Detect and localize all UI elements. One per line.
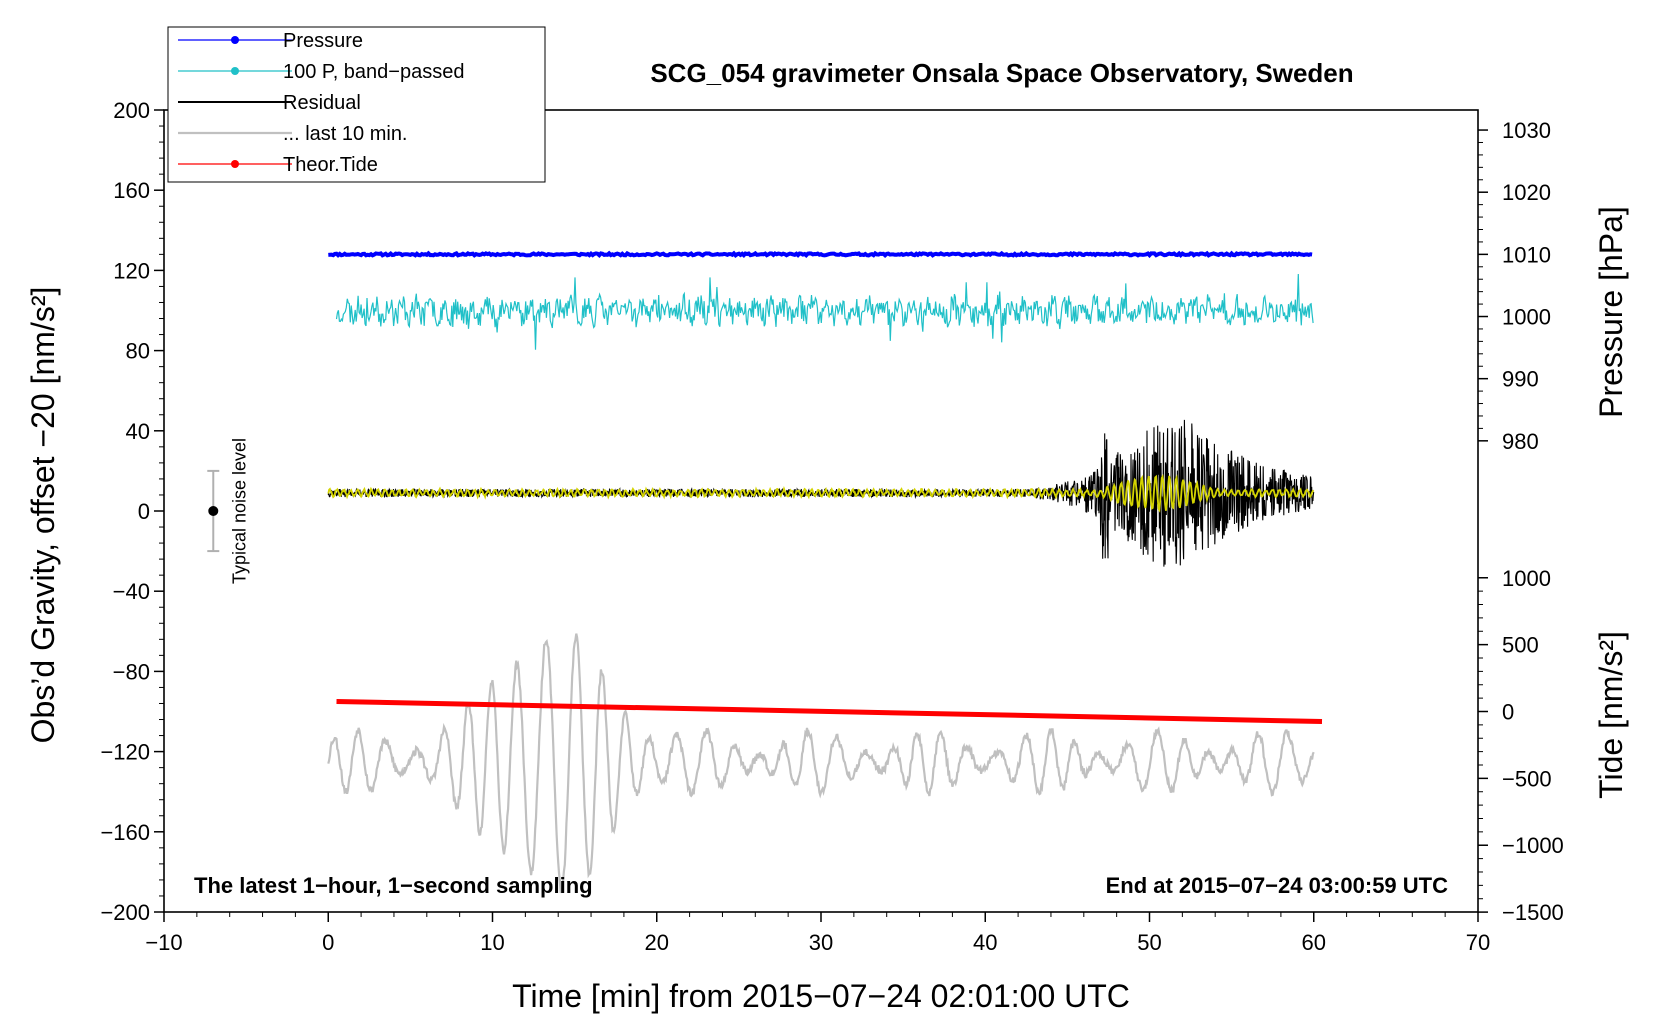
x-axis-title: Time [min] from 2015−07−24 02:01:00 UTC <box>512 978 1130 1014</box>
series-pressure <box>328 250 1313 259</box>
tide-tick-label: −500 <box>1502 766 1552 791</box>
legend-label-pressure: Pressure <box>283 30 363 52</box>
legend-entry-pressure: Pressure <box>178 30 363 52</box>
y-tick-label: −120 <box>100 740 150 765</box>
y-tick-label: 160 <box>113 178 150 203</box>
legend-box <box>167 26 546 183</box>
y-tick-label: −40 <box>113 579 150 604</box>
x-tick-label: 60 <box>1302 930 1326 955</box>
tide-tick-label: 500 <box>1502 633 1539 658</box>
y-axis-gravity-title: Obs’d Gravity, offset −20 [nm/s²] <box>25 287 61 744</box>
legend-entry-band-passed: 100 P, band−passed <box>178 61 464 83</box>
legend-entry-theor-tide: Theor.Tide <box>178 154 378 176</box>
tide-tick-label: −1500 <box>1502 900 1564 925</box>
y-tick-label: 0 <box>138 499 150 524</box>
y-tick-label: −160 <box>100 820 150 845</box>
pressure-tick-label: 1000 <box>1502 305 1551 330</box>
x-tick-label: 40 <box>973 930 997 955</box>
y-axis-tide-title: Tide [nm/s²] <box>1593 631 1629 799</box>
x-tick-label: 10 <box>480 930 504 955</box>
noise-level-marker: Typical noise level <box>207 438 249 584</box>
y-axis-tide: 1000 500 0 −500 −1000 −1500 <box>1478 566 1564 925</box>
pressure-tick-label: 1010 <box>1502 242 1551 267</box>
y-tick-label: −200 <box>100 900 150 925</box>
x-tick-label: 0 <box>322 930 334 955</box>
legend-entry-residual: Residual <box>178 92 361 114</box>
x-tick-label: 70 <box>1466 930 1490 955</box>
legend-label-last-10-min: ... last 10 min. <box>283 123 408 145</box>
pressure-tick-label: 980 <box>1502 429 1539 454</box>
x-tick-label: 30 <box>809 930 833 955</box>
x-tick-label: 20 <box>645 930 669 955</box>
series-last-10-min <box>327 633 1315 894</box>
pressure-tick-label: 990 <box>1502 367 1539 392</box>
legend-marker-band-passed <box>231 67 239 75</box>
series-layer <box>327 250 1323 894</box>
x-tick-label: 50 <box>1137 930 1161 955</box>
y-tick-label: −80 <box>113 659 150 684</box>
series-residual-filtered <box>327 473 1315 513</box>
y-tick-label: 80 <box>126 339 150 364</box>
legend-marker-theor-tide <box>231 160 239 168</box>
y-tick-label: 200 <box>113 98 150 123</box>
legend-label-theor-tide: Theor.Tide <box>283 154 378 176</box>
y-axis-pressure-title: Pressure [hPa] <box>1593 206 1629 418</box>
legend-label-band-passed: 100 P, band−passed <box>283 61 464 83</box>
y-tick-label: 120 <box>113 258 150 283</box>
caption-end-time: End at 2015−07−24 03:00:59 UTC <box>1106 873 1449 898</box>
tide-tick-label: 0 <box>1502 700 1514 725</box>
noise-center-dot <box>208 506 219 516</box>
x-tick-label: −10 <box>145 930 182 955</box>
noise-level-label: Typical noise level <box>229 438 249 584</box>
pressure-tick-label: 1030 <box>1502 118 1551 143</box>
y-tick-label: 40 <box>126 419 150 444</box>
y-axis-pressure: 1030 1020 1010 1000 990 980 <box>1478 118 1551 454</box>
series-band-passed-pressure <box>335 273 1314 350</box>
pressure-tick-label: 1020 <box>1502 180 1551 205</box>
legend-entry-last-10-min: ... last 10 min. <box>178 123 408 145</box>
tide-tick-label: −1000 <box>1502 833 1564 858</box>
chart-title: SCG_054 gravimeter Onsala Space Observat… <box>650 58 1353 88</box>
tide-tick-label: 1000 <box>1502 566 1551 591</box>
y-axis-gravity: 200 160 120 80 40 0 −40 −80 −120 −160 −200 <box>100 98 164 925</box>
caption-sampling: The latest 1−hour, 1−second sampling <box>194 873 593 898</box>
series-theor-tide <box>336 699 1323 724</box>
legend: Pressure 100 P, band−passed Residual ...… <box>167 26 546 183</box>
legend-marker-pressure <box>231 36 239 44</box>
legend-label-residual: Residual <box>283 92 361 114</box>
x-axis: −10 0 10 20 30 40 50 60 70 <box>145 912 1490 955</box>
